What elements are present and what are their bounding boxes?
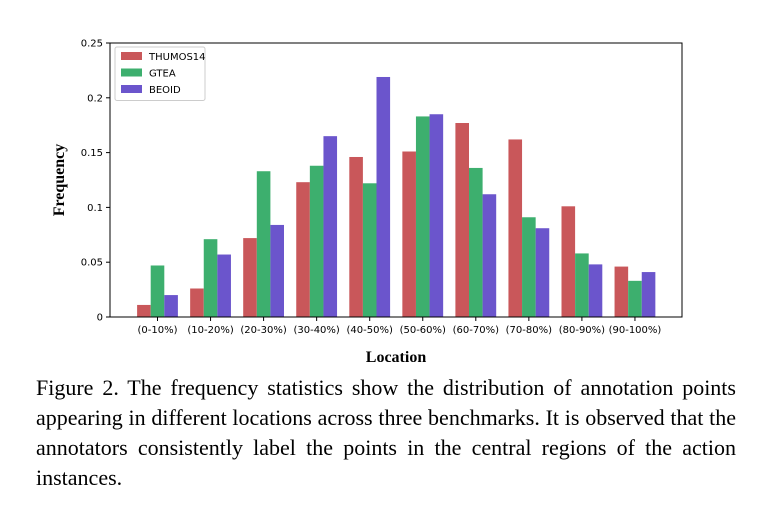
legend-label-thumos14: THUMOS14 [148, 52, 206, 63]
y-axis-title: Frequency [51, 144, 68, 217]
x-tick-label: (0-10%) [138, 325, 178, 336]
bar-gtea-7 [522, 217, 536, 317]
y-tick-label: 0.25 [81, 39, 103, 50]
plot-frame [109, 42, 683, 318]
legend-swatch-gtea [121, 68, 142, 77]
bar-beoid-0 [164, 295, 178, 317]
bar-beoid-4 [376, 76, 391, 317]
bar-gtea-9 [628, 280, 642, 317]
bar-gtea-8 [575, 253, 589, 317]
x-tick-label: (80-90%) [559, 325, 605, 336]
bar-thumos14-8 [561, 206, 576, 317]
bar-gtea-2 [256, 171, 271, 317]
y-tick-label: 0.05 [81, 258, 103, 269]
bar-gtea-1 [203, 239, 218, 317]
legend-swatch-beoid [121, 85, 142, 93]
figure-caption: Figure 2. The frequency statistics show … [36, 375, 736, 490]
bar-thumos14-2 [243, 238, 257, 317]
bar-gtea-5 [415, 116, 430, 318]
x-axis-title: Location [366, 349, 427, 366]
legend-label-gtea: GTEA [149, 69, 176, 80]
legend-label-beoid: BEOID [149, 85, 181, 96]
x-tick-label: (50-60%) [400, 325, 446, 336]
bar-thumos14-6 [455, 123, 469, 317]
bar-thumos14-4 [349, 156, 363, 317]
y-tick-label: 0.15 [81, 148, 103, 159]
x-tick-label: (30-40%) [293, 325, 339, 336]
bar-beoid-1 [217, 254, 231, 317]
x-tick-label: (70-80%) [506, 325, 552, 336]
bar-thumos14-1 [190, 288, 204, 317]
bar-thumos14-3 [296, 182, 310, 317]
x-tick-label: (90-100%) [609, 325, 662, 336]
bar-gtea-4 [362, 183, 377, 317]
x-tick-label: (10-20%) [187, 325, 233, 336]
bar-beoid-3 [323, 136, 338, 317]
x-tick-label: (20-30%) [240, 325, 286, 336]
bar-beoid-6 [482, 194, 497, 317]
bar-gtea-3 [309, 165, 324, 317]
bars-layer [137, 76, 656, 318]
legend-swatch-thumos14 [121, 52, 142, 60]
bar-thumos14-9 [614, 266, 629, 317]
bar-beoid-7 [535, 228, 550, 317]
y-tick-label: 0.1 [87, 203, 103, 214]
bar-thumos14-0 [137, 304, 151, 317]
bar-beoid-9 [641, 272, 656, 317]
bar-beoid-8 [588, 264, 603, 317]
y-tick-label: 0 [97, 313, 103, 324]
x-axis: (0-10%) (10-20%) (20-30%) (30-40%) (40-50%) (… [138, 317, 662, 336]
bar-thumos14-7 [508, 139, 523, 317]
bar-thumos14-5 [402, 151, 416, 317]
legend: THUMOS14 GTEA BEOID [114, 46, 206, 101]
bar-beoid-2 [270, 224, 284, 317]
bar-gtea-6 [469, 167, 483, 317]
x-tick-label: (60-70%) [453, 325, 499, 336]
bar-beoid-5 [429, 114, 444, 318]
bar-chart: 0 0.05 0.1 0.15 0.2 0.25 (0-10%) (10-20%) (20-3… [51, 39, 683, 366]
y-tick-label: 0.2 [87, 93, 103, 104]
bar-gtea-0 [150, 265, 165, 317]
x-tick-label: (40-50%) [347, 325, 393, 336]
y-axis: 0 0.05 0.1 0.15 0.2 0.25 [81, 39, 110, 324]
